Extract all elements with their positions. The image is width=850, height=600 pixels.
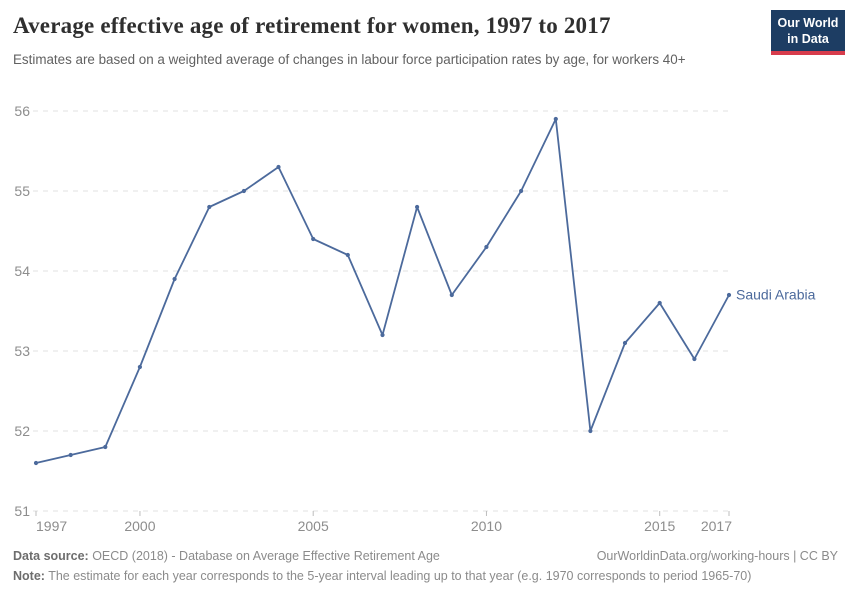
owid-logo-line1: Our World	[777, 16, 839, 30]
data-point[interactable]	[241, 188, 246, 194]
x-axis-label: 2010	[471, 518, 502, 534]
y-axis-label: 51	[14, 503, 30, 519]
data-point[interactable]	[345, 252, 350, 258]
y-axis-label: 56	[14, 103, 30, 119]
data-point[interactable]	[137, 364, 142, 370]
y-axis-label: 53	[14, 343, 30, 359]
owid-url-link[interactable]: OurWorldinData.org/working-hours | CC BY	[596, 549, 838, 563]
data-point[interactable]	[207, 204, 212, 210]
data-point[interactable]	[553, 116, 558, 122]
x-axis-label: 2015	[644, 518, 675, 534]
data-point[interactable]	[519, 188, 524, 194]
y-axis-label: 54	[14, 263, 30, 279]
data-point[interactable]	[415, 204, 420, 210]
y-axis-label: 55	[14, 183, 30, 199]
data-point[interactable]	[692, 356, 697, 362]
chart-line[interactable]	[35, 118, 730, 464]
chart-note: Note: The estimate for each year corresp…	[13, 569, 752, 583]
data-point[interactable]	[657, 300, 662, 306]
x-axis-label: 2005	[298, 518, 329, 534]
data-point[interactable]	[380, 332, 385, 338]
x-axis-label: 2017	[701, 518, 732, 534]
page-title: Average effective age of retirement for …	[13, 13, 611, 38]
data-point[interactable]	[726, 292, 732, 298]
data-point[interactable]	[103, 444, 108, 450]
line-chart-canvas: 51 52 53 54 55 56 1997 2000 2005 2010 2015 2017 Saud…	[14, 103, 816, 534]
data-point[interactable]	[33, 460, 39, 466]
chart-subtitle: Estimates are based on a weighted averag…	[13, 52, 686, 67]
data-source-label: Data source:	[13, 549, 89, 563]
data-point[interactable]	[68, 452, 73, 458]
data-point[interactable]	[276, 164, 281, 170]
data-source-text: Data source: OECD (2018) - Database on A…	[13, 549, 440, 563]
data-point[interactable]	[622, 340, 628, 346]
data-point[interactable]	[311, 236, 316, 242]
data-point[interactable]	[484, 244, 489, 250]
x-axis-label: 2000	[124, 518, 155, 534]
owid-logo[interactable]: Our World in Data	[771, 10, 845, 55]
data-point[interactable]	[588, 428, 593, 434]
y-axis-label: 52	[14, 423, 30, 439]
series-end-label: Saudi Arabia	[736, 287, 816, 303]
x-axis-label: 1997	[36, 518, 67, 534]
data-point[interactable]	[449, 292, 454, 298]
chart-footer: Data source: OECD (2018) - Database on A…	[13, 546, 838, 586]
owid-logo-line2: in Data	[787, 32, 829, 46]
note-label: Note:	[13, 569, 45, 583]
data-point[interactable]	[172, 276, 177, 282]
